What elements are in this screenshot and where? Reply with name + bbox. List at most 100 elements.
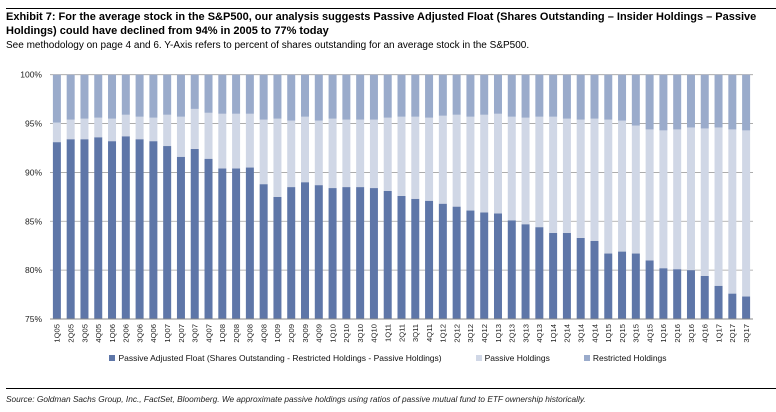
- bar-segment-passive-adjusted-float: [521, 224, 530, 319]
- x-tick-label: 3Q12: [466, 324, 475, 343]
- bar-segment-passive-adjusted-float: [232, 168, 241, 319]
- x-tick-label: 4Q06: [149, 324, 158, 343]
- bar-segment-restricted-holdings: [204, 74, 213, 113]
- bar-segment-restricted-holdings: [245, 74, 254, 114]
- bar-segment-passive-adjusted-float: [659, 268, 668, 319]
- bar-segment-restricted-holdings: [493, 74, 502, 114]
- x-tick-label: 4Q15: [645, 324, 654, 343]
- bar-segment-restricted-holdings: [631, 74, 640, 126]
- bar-segment-passive-adjusted-float: [121, 136, 130, 319]
- x-tick-label: 1Q12: [439, 324, 448, 343]
- x-tick-label: 4Q14: [590, 324, 599, 343]
- legend-swatch: [475, 355, 482, 361]
- bar-segment-restricted-holdings: [590, 74, 599, 119]
- bar-segment-passive-holdings: [549, 116, 558, 234]
- bar-segment-passive-holdings: [218, 113, 227, 169]
- bar-segment-passive-holdings: [673, 129, 682, 270]
- bar-segment-passive-holdings: [576, 119, 585, 238]
- legend-item-restricted-holdings: Restricted Holdings: [583, 353, 667, 363]
- legend-item-passive-adjusted-float: Passive Adjusted Float (Shares Outstandi…: [109, 353, 442, 363]
- bar-segment-passive-adjusted-float: [273, 196, 282, 319]
- bar-segment-passive-adjusted-float: [80, 139, 89, 319]
- bar-segment-passive-adjusted-float: [728, 293, 737, 319]
- source-note: Source: Goldman Sachs Group, Inc., FactS…: [6, 394, 586, 404]
- bar-segment-passive-adjusted-float: [342, 187, 351, 319]
- bar-segment-passive-holdings: [273, 118, 282, 197]
- bar-segment-passive-holdings: [604, 119, 613, 254]
- x-tick-label: 1Q06: [108, 324, 117, 343]
- bar-segment-restricted-holdings: [80, 74, 89, 119]
- bar-segment-passive-holdings: [645, 129, 654, 261]
- bar-segment-passive-holdings: [163, 114, 172, 147]
- x-tick-label: 2Q12: [452, 324, 461, 343]
- bar-segment-restricted-holdings: [356, 74, 365, 120]
- x-tick-label: 3Q05: [80, 324, 89, 343]
- bar-segment-restricted-holdings: [742, 74, 751, 131]
- x-tick-label: 2Q14: [563, 324, 572, 343]
- x-tick-label: 3Q11: [411, 324, 420, 342]
- bar-segment-passive-holdings: [521, 117, 530, 225]
- bar-segment-passive-holdings: [700, 128, 709, 277]
- x-tick-label: 2Q05: [66, 324, 75, 343]
- bar-segment-passive-holdings: [590, 118, 599, 241]
- bar-segment-restricted-holdings: [190, 74, 199, 109]
- exhibit-header: Exhibit 7: For the average stock in the …: [6, 10, 770, 52]
- bar-segment-passive-adjusted-float: [411, 198, 420, 319]
- y-tick-label: 90%: [25, 167, 42, 177]
- legend-label: Restricted Holdings: [592, 353, 667, 363]
- bar-segment-passive-holdings: [411, 116, 420, 199]
- x-tick-label: 2Q13: [508, 324, 517, 343]
- bar-segment-passive-holdings: [190, 108, 199, 149]
- bar-segment-passive-holdings: [287, 120, 296, 188]
- bar-segment-restricted-holdings: [576, 74, 585, 120]
- x-tick-label: 2Q07: [177, 324, 186, 343]
- bar-segment-passive-adjusted-float: [631, 253, 640, 319]
- bar-segment-passive-adjusted-float: [301, 182, 310, 319]
- x-tick-label: 1Q16: [659, 324, 668, 343]
- bar-segment-passive-adjusted-float: [507, 220, 516, 319]
- bar-segment-passive-holdings: [507, 116, 516, 221]
- bar-segment-restricted-holdings: [535, 74, 544, 117]
- bar-segment-passive-adjusted-float: [714, 285, 723, 319]
- x-tick-label: 1Q13: [494, 324, 503, 343]
- x-tick-label: 2Q10: [342, 324, 351, 343]
- x-tick-label: 1Q05: [53, 324, 62, 343]
- bar-segment-restricted-holdings: [480, 74, 489, 115]
- bar-segment-passive-holdings: [466, 116, 475, 211]
- bar-segment-restricted-holdings: [438, 74, 447, 116]
- bar-segment-passive-holdings: [452, 114, 461, 207]
- bar-segment-passive-holdings: [659, 130, 668, 269]
- bar-segment-restricted-holdings: [618, 74, 627, 121]
- x-tick-label: 4Q09: [315, 324, 324, 343]
- x-tick-label: 3Q15: [632, 324, 641, 343]
- x-tick-label: 1Q17: [714, 324, 723, 343]
- x-tick-label: 3Q09: [301, 324, 310, 343]
- bar-segment-restricted-holdings: [287, 74, 296, 121]
- x-tick-label: 2Q16: [673, 324, 682, 343]
- x-tick-label: 4Q11: [425, 324, 434, 342]
- bar-segment-passive-holdings: [121, 114, 130, 137]
- bar-segment-passive-holdings: [493, 113, 502, 214]
- bar-segment-passive-holdings: [728, 129, 737, 294]
- y-tick-label: 85%: [25, 216, 42, 226]
- bar-segment-passive-adjusted-float: [742, 296, 751, 319]
- bar-segment-passive-adjusted-float: [328, 188, 337, 319]
- x-tick-label: 2Q08: [232, 324, 241, 343]
- bar-segment-passive-adjusted-float: [535, 227, 544, 319]
- bar-segment-passive-holdings: [714, 127, 723, 286]
- bar-segment-passive-adjusted-float: [204, 158, 213, 319]
- bar-segment-passive-holdings: [80, 118, 89, 140]
- exhibit-title: Exhibit 7: For the average stock in the …: [6, 11, 757, 37]
- y-tick-label: 80%: [25, 265, 42, 275]
- legend-swatch: [109, 355, 116, 361]
- x-tick-label: 2Q09: [287, 324, 296, 343]
- bar-segment-passive-holdings: [259, 119, 268, 185]
- bar-segment-passive-adjusted-float: [493, 213, 502, 319]
- bar-segment-passive-adjusted-float: [673, 269, 682, 319]
- bar-segment-passive-holdings: [383, 117, 392, 191]
- x-tick-label: 4Q05: [94, 324, 103, 343]
- top-rule: [6, 8, 776, 9]
- x-tick-label: 2Q15: [618, 324, 627, 343]
- bar-segment-passive-holdings: [149, 117, 158, 142]
- x-tick-label: 4Q08: [259, 324, 268, 343]
